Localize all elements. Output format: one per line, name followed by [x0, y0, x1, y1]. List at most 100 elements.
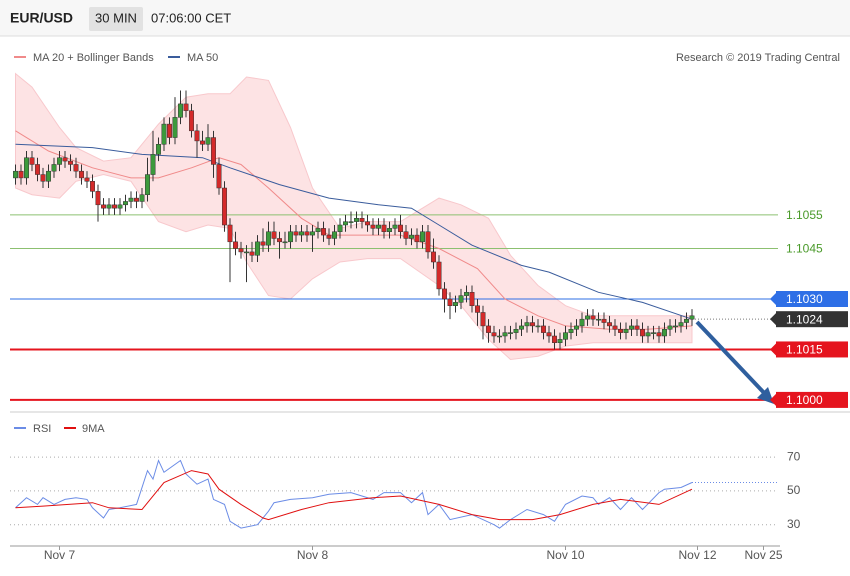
candle-body	[425, 231, 431, 253]
candle-body	[486, 325, 491, 333]
candle-body	[629, 325, 634, 330]
candle-body	[321, 228, 326, 236]
candle-body	[453, 302, 458, 306]
x-tick-label: Nov 12	[678, 548, 716, 562]
series-line	[15, 470, 693, 521]
candle-body	[585, 315, 590, 320]
candle-body	[205, 137, 211, 145]
candle-body	[73, 164, 79, 172]
candle-body	[233, 241, 238, 249]
candle-body	[475, 305, 480, 313]
level-label-pointer	[770, 313, 776, 326]
candle-body	[90, 181, 95, 192]
candle-body	[420, 231, 425, 243]
candle-body	[607, 322, 612, 327]
candle-body	[332, 231, 337, 239]
legend-label: 9MA	[82, 423, 105, 435]
candle-body	[689, 315, 695, 320]
series-line	[15, 143, 693, 320]
candle-body	[480, 312, 486, 327]
bollinger-band	[15, 72, 693, 361]
candle-body	[315, 228, 321, 232]
candle-body	[442, 288, 447, 300]
candle-body	[288, 231, 293, 243]
level-label-box	[776, 341, 848, 358]
x-tick-label: Nov 25	[744, 548, 782, 562]
candle-body	[431, 251, 436, 263]
candle-body	[189, 110, 194, 132]
candle-body	[304, 231, 310, 236]
candle-body	[200, 140, 205, 145]
candle-body	[134, 197, 139, 202]
candle-body	[403, 231, 409, 239]
candle-body	[260, 241, 266, 246]
candle-body	[491, 332, 497, 337]
y-tick-label: 70	[787, 449, 801, 463]
candle-body	[568, 329, 574, 333]
level-label-box	[776, 311, 848, 328]
candle-body	[502, 332, 508, 337]
candle-body	[497, 335, 502, 338]
candle-body	[51, 164, 57, 172]
candle-body	[216, 164, 222, 189]
candle-body	[227, 224, 233, 243]
time: 07:06:00 CET	[151, 10, 231, 25]
forecast-arrowhead	[757, 387, 774, 404]
credit: Research © 2019 Trading Central	[676, 52, 840, 64]
candle-body	[95, 191, 101, 206]
legend-label: RSI	[33, 423, 51, 435]
y-tick-label: 50	[787, 483, 801, 497]
forecast-arrow	[695, 320, 769, 398]
candle-body	[277, 238, 282, 243]
candle-body	[161, 123, 167, 145]
candle-body	[178, 103, 183, 118]
candle-body	[167, 123, 172, 138]
candle-body	[112, 204, 117, 209]
candle-body	[84, 177, 90, 182]
candle-body	[684, 318, 689, 323]
candle-body	[68, 160, 73, 165]
candle-body	[596, 318, 601, 321]
series-line	[15, 459, 693, 529]
candle-body	[359, 218, 365, 222]
candle-body	[458, 295, 464, 303]
candle-body	[326, 234, 332, 239]
candle-body	[29, 157, 35, 165]
x-tick-label: Nov 7	[44, 548, 76, 562]
candle-body	[244, 251, 249, 254]
candle-body	[667, 325, 673, 330]
candle-body	[354, 218, 359, 222]
candle-body	[222, 187, 227, 226]
candle-body	[57, 157, 62, 165]
level-label-box	[776, 291, 848, 307]
candle-body	[123, 201, 128, 206]
candle-body	[376, 224, 381, 229]
candle-body	[651, 332, 656, 334]
candle-body	[618, 329, 623, 333]
candle-body	[447, 298, 453, 306]
level-label: 1.1024	[786, 312, 823, 326]
candle-body	[337, 224, 343, 232]
candle-body	[563, 332, 568, 340]
level-label-pointer	[770, 293, 776, 305]
level-label-box	[776, 391, 848, 408]
candle-body	[656, 332, 662, 337]
candle-body	[194, 130, 200, 142]
level-label: 1.1000	[786, 393, 823, 407]
candle-body	[266, 231, 271, 246]
candle-body	[310, 231, 315, 236]
candle-body	[211, 137, 216, 165]
candle-body	[662, 329, 667, 337]
candle-body	[634, 325, 640, 330]
legend-label: MA 50	[187, 52, 218, 64]
candle-body	[172, 117, 178, 138]
candle-body	[381, 224, 387, 232]
candle-body	[348, 221, 354, 223]
interval-box	[89, 7, 143, 31]
candle-body	[640, 329, 645, 337]
candle-body	[469, 292, 475, 306]
candle-body	[293, 231, 299, 236]
candle-body	[139, 194, 145, 202]
level-label-pointer	[770, 343, 776, 356]
candle-body	[508, 332, 513, 334]
